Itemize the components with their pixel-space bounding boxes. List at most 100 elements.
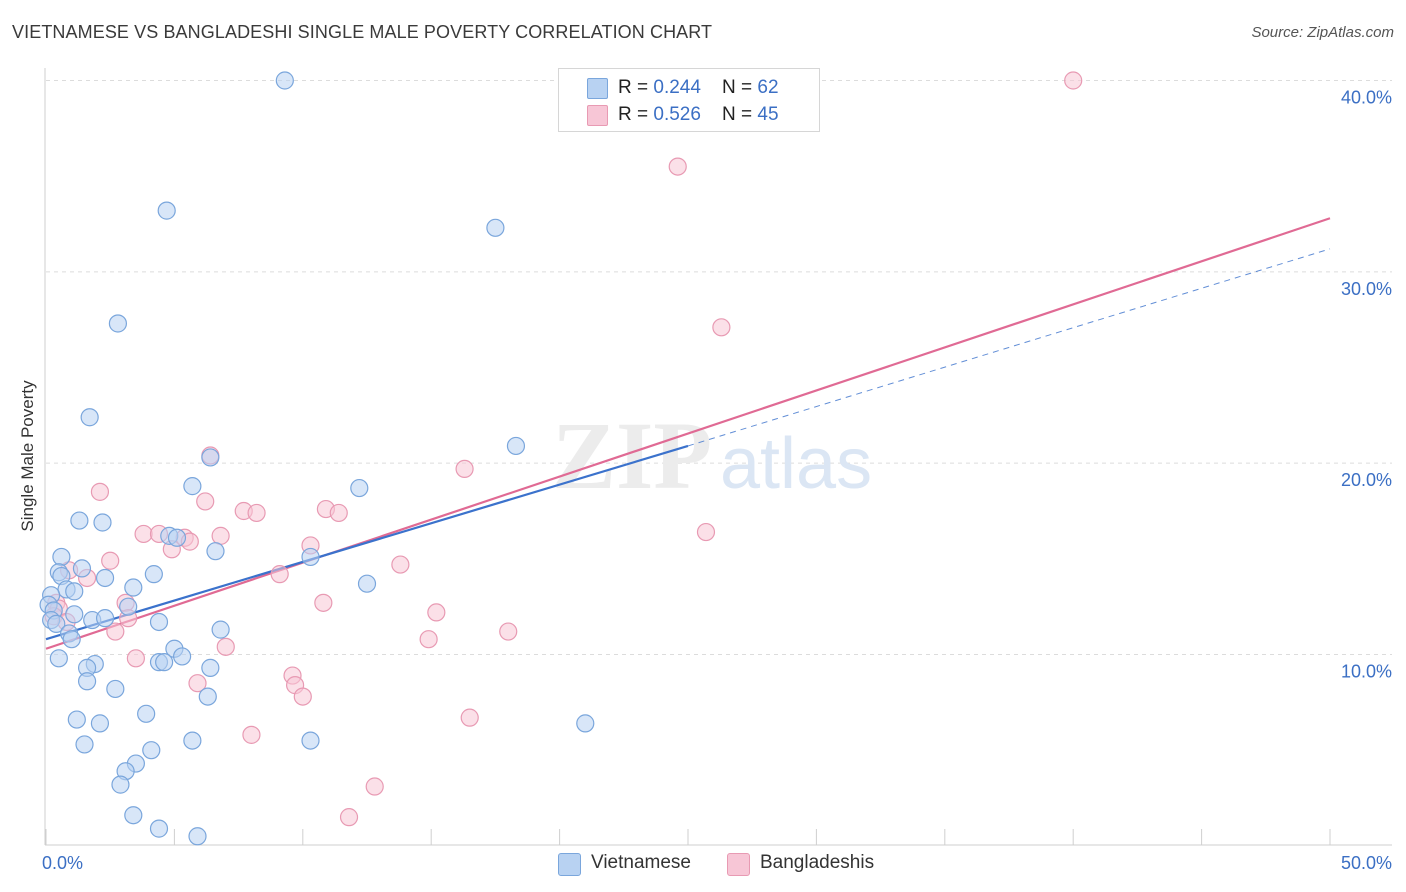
series-label-bangladeshi: Bangladeshis xyxy=(760,852,875,873)
point-bangladeshi xyxy=(712,318,731,337)
point-bangladeshi xyxy=(196,492,215,511)
legend-n-value: 45 xyxy=(757,104,779,125)
watermark-zip: ZIP xyxy=(552,402,712,509)
point-bangladeshi xyxy=(499,622,518,641)
legend-r-value: 0.244 xyxy=(653,77,701,98)
point-vietnamese xyxy=(108,314,128,333)
point-vietnamese xyxy=(47,614,66,633)
point-vietnamese xyxy=(80,408,99,427)
point-vietnamese xyxy=(142,741,161,760)
point-bangladeshi xyxy=(455,459,474,479)
legend-n-value: 62 xyxy=(757,77,779,98)
point-vietnamese xyxy=(93,513,112,532)
point-vietnamese xyxy=(357,574,377,593)
tick-label-layer: 10.0% 20.0% 30.0% 40.0% 0.0% 50.0% xyxy=(42,88,1392,874)
legend-r-label: R = xyxy=(618,104,654,125)
point-bangladeshi xyxy=(419,630,438,649)
chart-title: VIETNAMESE VS BANGLADESHI SINGLE MALE PO… xyxy=(12,22,713,42)
point-vietnamese xyxy=(173,647,192,666)
series-swatch-bangladeshi xyxy=(727,853,750,876)
point-bangladeshi xyxy=(696,522,716,542)
x-tick-label: 50.0% xyxy=(1341,853,1392,873)
legend-n-label: N = xyxy=(722,104,758,125)
point-vietnamese xyxy=(111,775,130,794)
point-vietnamese xyxy=(119,597,138,616)
point-bangladeshi xyxy=(329,503,348,523)
point-vietnamese xyxy=(95,609,115,628)
point-vietnamese xyxy=(65,605,84,624)
point-bangladeshi xyxy=(90,482,110,501)
legend-swatch-vietnamese xyxy=(587,78,608,99)
point-vietnamese xyxy=(77,672,97,691)
point-vietnamese xyxy=(70,511,89,530)
point-vietnamese xyxy=(301,547,320,567)
point-vietnamese xyxy=(95,568,115,588)
point-bangladeshi xyxy=(427,603,446,622)
point-vietnamese xyxy=(350,478,369,498)
point-vietnamese xyxy=(155,653,174,672)
point-bangladeshi xyxy=(126,649,145,668)
point-vietnamese xyxy=(206,542,225,561)
point-vietnamese xyxy=(65,582,84,601)
x-tick-label: 0.0% xyxy=(42,853,83,873)
series-label-vietnamese: Vietnamese xyxy=(591,852,691,873)
point-bangladeshi xyxy=(314,593,333,612)
point-vietnamese xyxy=(301,731,320,750)
legend-r-value: 0.526 xyxy=(653,104,701,125)
point-bangladeshi xyxy=(134,524,153,544)
point-bangladeshi xyxy=(391,555,410,574)
point-vietnamese xyxy=(275,71,294,90)
point-bangladeshi xyxy=(216,637,235,656)
point-vietnamese xyxy=(167,528,187,547)
point-bangladeshi xyxy=(101,551,120,570)
legend-swatch-bangladeshi xyxy=(587,105,608,126)
point-vietnamese xyxy=(124,578,143,597)
point-bangladeshi xyxy=(460,708,479,727)
point-vietnamese xyxy=(576,714,595,733)
correlation-legend: R = 0.244 N = 62 R = 0.526 N = 45 xyxy=(558,68,820,132)
legend-r-label: R = xyxy=(618,77,654,98)
series-swatch-vietnamese xyxy=(558,853,581,876)
trend-line-bangladeshi xyxy=(45,217,1331,650)
point-bangladeshi xyxy=(365,777,384,796)
point-vietnamese xyxy=(183,731,202,750)
point-vietnamese xyxy=(198,687,217,706)
watermark-atlas: atlas xyxy=(720,424,872,504)
trend-line-vietnamese xyxy=(45,444,689,641)
point-bangladeshi xyxy=(293,687,312,706)
point-vietnamese xyxy=(149,612,169,632)
y-tick-label: 40.0% xyxy=(1341,88,1392,108)
point-vietnamese xyxy=(106,679,125,699)
point-vietnamese xyxy=(72,559,92,578)
y-tick-label: 10.0% xyxy=(1341,662,1392,682)
point-bangladeshi xyxy=(188,674,207,693)
point-bangladeshi xyxy=(1064,71,1083,90)
point-vietnamese xyxy=(201,658,220,677)
point-vietnamese xyxy=(183,477,202,496)
point-vietnamese xyxy=(149,819,169,838)
grid-layer xyxy=(46,80,1392,655)
point-vietnamese xyxy=(201,448,220,467)
point-bangladeshi xyxy=(211,526,230,545)
y-tick-label: 30.0% xyxy=(1341,279,1392,299)
point-bangladeshi xyxy=(339,808,359,827)
point-vietnamese xyxy=(157,201,176,220)
point-vietnamese xyxy=(124,806,143,825)
y-tick-label: 20.0% xyxy=(1341,470,1392,490)
axis-layer xyxy=(44,68,1392,846)
point-vietnamese xyxy=(67,710,86,729)
point-vietnamese xyxy=(137,704,156,723)
point-bangladeshi xyxy=(242,725,261,744)
legend-n-label: N = xyxy=(722,77,758,98)
point-vietnamese xyxy=(49,649,68,668)
point-vietnamese xyxy=(144,565,163,584)
trend-layer xyxy=(45,217,1331,650)
point-bangladeshi xyxy=(106,622,125,641)
points-layer xyxy=(39,71,1083,846)
point-vietnamese xyxy=(75,735,94,754)
point-bangladeshi xyxy=(247,503,266,523)
chart-source: Source: ZipAtlas.com xyxy=(1251,24,1394,41)
point-bangladeshi xyxy=(668,157,687,176)
point-vietnamese xyxy=(506,436,526,456)
